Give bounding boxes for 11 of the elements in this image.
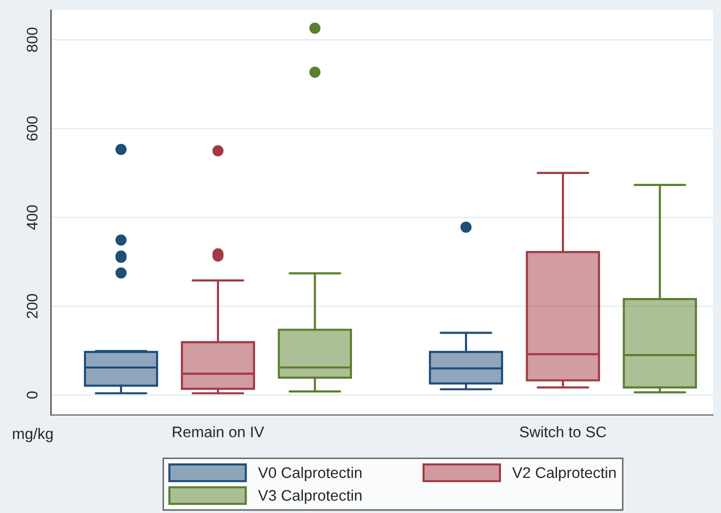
y-tick-label: 400 [26, 205, 38, 230]
legend-label: V3 Calprotectin [258, 490, 362, 504]
legend-label: V2 Calprotectin [512, 466, 616, 482]
x-tick-label: Switch to SC [520, 426, 606, 438]
x-tick-label: Remain on IV [172, 426, 264, 438]
legend-label: V0 Calprotectin [258, 466, 362, 482]
y-tick-label: 600 [26, 116, 38, 141]
text: mg/kg [13, 428, 53, 442]
y-tick-label: 0 [26, 391, 38, 399]
y-tick-label: 800 [26, 28, 38, 52]
y-tick-label: 200 [26, 294, 38, 318]
